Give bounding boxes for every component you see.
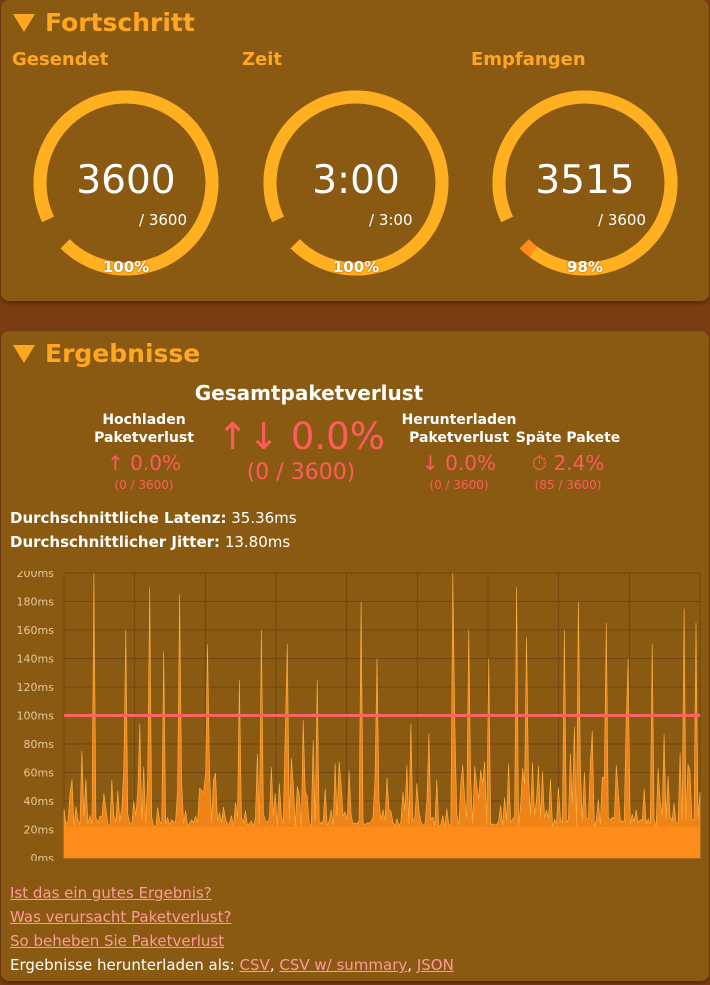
upload-loss-label-1: Hochladen	[102, 412, 186, 428]
total-loss-count: (0 / 3600)	[246, 460, 356, 485]
upload-loss-value: ↑ 0.0%	[107, 451, 181, 475]
sent-gauge: 3600 / 3600 100%	[31, 88, 221, 278]
download-loss-label-1: Herunterladen	[401, 412, 517, 428]
y-tick-label: 120ms	[17, 681, 55, 694]
y-tick-label: 20ms	[24, 824, 55, 837]
total-loss-title: Gesamtpaketverlust	[194, 381, 424, 405]
gauge-fill	[263, 90, 449, 276]
progress-panel: Fortschritt Gesendet Zeit Empfangen 3600…	[1, 0, 709, 301]
progress-title: Fortschritt	[45, 8, 195, 37]
received-label: Empfangen	[471, 49, 586, 70]
latency-chart: 200ms 180ms 160ms 140ms 120ms 100ms 80ms 60ms 40…	[17, 571, 701, 861]
json-link[interactable]: JSON	[416, 956, 454, 974]
received-gauge: 3515 / 3600 98%	[490, 88, 680, 278]
avg-latency-value: 35.36ms	[231, 509, 297, 527]
csv-link[interactable]: CSV	[239, 956, 270, 974]
time-label: Zeit	[242, 49, 283, 70]
download-separator: ,	[407, 956, 417, 974]
results-header[interactable]: Ergebnisse	[13, 339, 200, 368]
y-tick-label: 80ms	[24, 738, 55, 751]
y-tick-label: 100ms	[17, 710, 55, 723]
collapse-triangle-icon[interactable]	[13, 344, 35, 363]
avg-jitter-value: 13.80ms	[224, 533, 291, 551]
y-tick-label: 200ms	[17, 571, 55, 580]
fix-link[interactable]: So beheben Sie Paketverlust	[10, 932, 225, 950]
avg-latency: Durchschnittliche Latenz: 35.36ms	[10, 509, 297, 527]
upload-loss-stat: Hochladen Paketverlust ↑ 0.0% (0 / 3600)	[69, 411, 219, 492]
y-tick-label: 180ms	[17, 596, 55, 609]
upload-loss-label-2: Paketverlust	[94, 430, 194, 446]
good-result-link[interactable]: Ist das ein gutes Ergebnis?	[10, 884, 212, 902]
progress-header[interactable]: Fortschritt	[13, 8, 195, 37]
received-value: 3515	[535, 158, 635, 203]
cause-link[interactable]: Was verursacht Paketverlust?	[10, 908, 232, 926]
avg-jitter: Durchschnittlicher Jitter: 13.80ms	[10, 533, 290, 551]
latency-series	[63, 572, 701, 859]
y-tick-label: 140ms	[17, 653, 55, 666]
chart-y-ticks: 200ms 180ms 160ms 140ms 120ms 100ms 80ms 60ms 40…	[17, 571, 55, 861]
time-gauge: 3:00 / 3:00 100%	[261, 88, 451, 278]
sent-gauge-ring	[33, 90, 219, 276]
upload-loss-count: (0 / 3600)	[114, 478, 174, 492]
time-gauge-ring	[263, 90, 449, 276]
time-value: 3:00	[312, 158, 400, 203]
download-separator: ,	[269, 956, 280, 974]
avg-jitter-label: Durchschnittlicher Jitter:	[10, 533, 221, 551]
y-tick-label: 160ms	[17, 624, 55, 637]
download-loss-count: (0 / 3600)	[429, 478, 489, 492]
collapse-triangle-icon[interactable]	[13, 13, 35, 32]
gauge-fill	[33, 90, 219, 276]
download-prefix: Ergebnisse herunterladen als:	[10, 956, 235, 974]
sent-value: 3600	[76, 158, 176, 203]
time-total: / 3:00	[369, 211, 413, 229]
received-total: / 3600	[598, 211, 646, 229]
csv-summary-link[interactable]: CSV w/ summary	[279, 956, 408, 974]
download-row: Ergebnisse herunterladen als: CSV, CSV w…	[10, 953, 454, 977]
results-links: Ist das ein gutes Ergebnis? Was verursac…	[10, 881, 454, 977]
late-packets-label: Späte Pakete	[515, 430, 621, 446]
total-loss-stat: ↑↓ 0.0% (0 / 3600)	[201, 415, 401, 485]
late-packets-count: (85 / 3600)	[534, 478, 602, 492]
latency-baseline-band	[64, 826, 700, 858]
download-loss-stat: Herunterladen Paketverlust ↓ 0.0% (0 / 3…	[384, 411, 534, 492]
y-tick-label: 0ms	[31, 852, 55, 861]
received-gauge-ring	[492, 90, 678, 276]
download-loss-value: ↓ 0.0%	[422, 451, 496, 475]
sent-label: Gesendet	[12, 49, 109, 70]
received-percent: 98%	[567, 258, 603, 276]
avg-latency-label: Durchschnittliche Latenz:	[10, 509, 227, 527]
gauge-fill	[492, 90, 678, 276]
y-tick-label: 40ms	[24, 795, 55, 808]
results-panel: Ergebnisse Gesamtpaketverlust Hochladen …	[1, 331, 709, 981]
late-packets-value: ⏱ 2.4%	[531, 451, 605, 475]
download-loss-label-2: Paketverlust	[409, 430, 509, 446]
results-title: Ergebnisse	[45, 339, 201, 368]
late-packets-stat: Späte Pakete ⏱ 2.4% (85 / 3600)	[506, 429, 630, 492]
total-loss-value: ↑↓ 0.0%	[217, 415, 385, 458]
sent-percent: 100%	[102, 258, 150, 276]
sent-total: / 3600	[139, 211, 187, 229]
time-percent: 100%	[332, 258, 380, 276]
y-tick-label: 60ms	[24, 767, 55, 780]
